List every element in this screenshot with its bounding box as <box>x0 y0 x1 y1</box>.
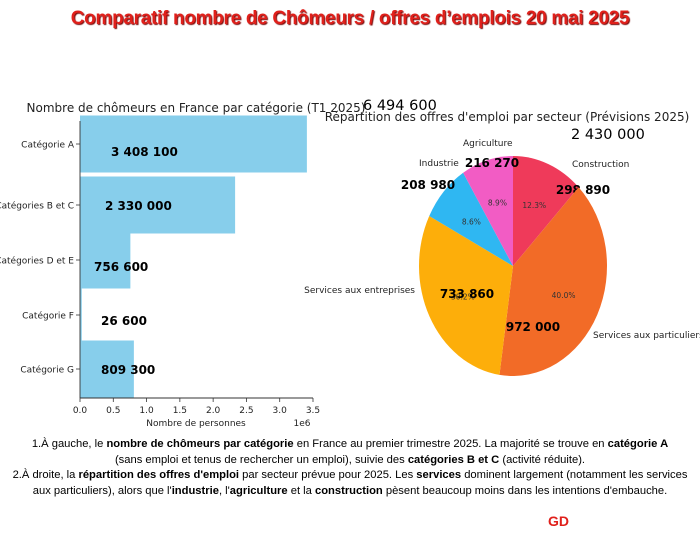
pie-slice-5 <box>463 156 513 266</box>
pie-pct-label: 8.9% <box>488 199 507 208</box>
pie-pct-label: 30.2% <box>451 292 475 301</box>
y-tick-label: Catégorie G <box>20 365 74 376</box>
bar-value-label: 809 300 <box>101 363 155 377</box>
caption-line-3: 2.À droite, la répartition des offres d'… <box>10 468 690 499</box>
bar-value-label: 756 600 <box>94 260 148 274</box>
x-tick-label: 2.0 <box>206 406 221 416</box>
pie-slice-2 <box>499 187 607 376</box>
y-tick-label: Catégorie F <box>22 311 74 322</box>
x-tick-label: 1.0 <box>139 406 154 416</box>
bar-4 <box>80 286 82 344</box>
x-axis-label: Nombre de personnes <box>146 419 246 429</box>
pie-category-label: Services aux particuliers <box>593 331 700 341</box>
pie-value-label: 298 890 <box>556 183 610 197</box>
caption-segment: construction <box>314 484 383 497</box>
x-tick-label: 2.5 <box>239 406 253 416</box>
caption-segment: par secteur prévue pour 2025. Les <box>239 469 417 481</box>
caption-segment: catégorie A <box>607 438 669 450</box>
caption-line-1: 1.À gauche, le nombre de chômeurs par ca… <box>10 437 690 453</box>
caption-segment: nombre de chômeurs par catégorie <box>106 438 294 450</box>
bar-2 <box>80 176 236 234</box>
pie-value-label: 972 000 <box>506 320 560 334</box>
caption-segment: industrie <box>171 484 219 497</box>
caption-segment: (sans emploi et tenus de rechercher un e… <box>114 453 408 466</box>
bar-chart-total: 6 494 600 <box>363 98 437 114</box>
caption-segment: et la <box>287 484 315 497</box>
main-title: Comparatif nombre de Chômeurs / offres d… <box>70 8 630 29</box>
bar-value-label: 2 330 000 <box>105 199 172 213</box>
caption-segment: 2.À droite, la <box>12 469 79 481</box>
caption-segment: services <box>416 469 462 481</box>
x-tick-label: 0.5 <box>106 406 120 416</box>
y-tick-label: Catégories B et C <box>0 201 74 212</box>
caption-segment: en France au premier trimestre 2025. La … <box>293 438 608 450</box>
caption-segment: répartition des offres d'emploi <box>78 469 240 481</box>
caption-segment: dominent largement (notamment les servic… <box>32 469 688 497</box>
pie-pct-label: 12.3% <box>522 201 546 210</box>
pie-value-label: 208 980 <box>401 178 455 192</box>
pie-category-label: Industrie <box>419 159 459 169</box>
bar-value-label: 3 408 100 <box>111 145 178 159</box>
caption: 1.À gauche, le nombre de chômeurs par ca… <box>10 437 690 499</box>
bar-3 <box>80 231 131 289</box>
x-axis-multiplier: 1e6 <box>294 419 311 429</box>
caption-segment: 1.À gauche, le <box>31 438 107 450</box>
caption-segment: agriculture <box>229 484 288 497</box>
signature: GD <box>548 513 569 529</box>
caption-segment: (activité réduite). <box>499 453 586 466</box>
caption-line-2: (sans emploi et tenus de rechercher un e… <box>10 453 690 469</box>
x-tick-label: 1.5 <box>173 406 187 416</box>
pie-pct-label: 8.6% <box>462 217 481 226</box>
pie-value-label: 733 860 <box>440 287 494 301</box>
caption-segment: catégories B et C <box>407 453 500 466</box>
bar-value-label: 26 600 <box>101 314 147 328</box>
pie-category-label: Services aux entreprises <box>304 286 415 296</box>
pie-value-label: 216 270 <box>465 156 519 170</box>
pie-chart-title: Répartition des offres d'emploi par sect… <box>325 110 690 124</box>
x-tick-label: 3.5 <box>306 406 320 416</box>
pie-category-label: Construction <box>572 160 629 170</box>
bar-1 <box>80 115 307 173</box>
pie-pct-label: 40.0% <box>552 291 576 300</box>
x-tick-label: 0.0 <box>73 406 88 416</box>
pie-slice-4 <box>429 172 513 266</box>
bar-chart-title: Nombre de chômeurs en France par catégor… <box>27 101 366 115</box>
x-tick-label: 3.0 <box>273 406 288 416</box>
caption-segment: , l' <box>218 484 230 497</box>
bar-5 <box>80 340 134 398</box>
pie-slice-1 <box>513 156 579 266</box>
pie-category-label: Agriculture <box>463 139 513 149</box>
pie-slice-3 <box>418 216 513 375</box>
pie-chart-total: 2 430 000 <box>571 127 645 143</box>
y-tick-label: Catégories D et E <box>0 256 74 267</box>
y-tick-label: Catégorie A <box>21 140 75 151</box>
caption-segment: pèsent beaucoup moins dans les intention… <box>382 484 668 497</box>
